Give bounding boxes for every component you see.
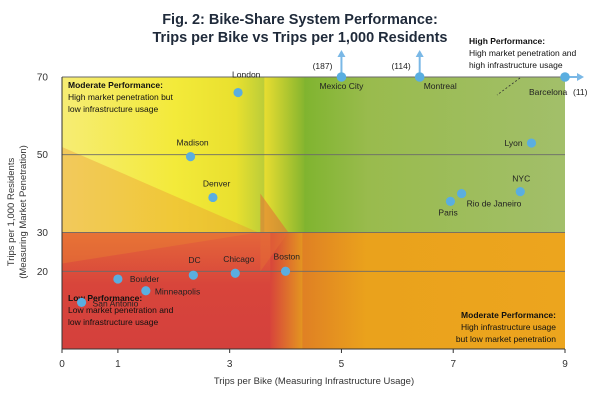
offscale-arrow-head xyxy=(577,73,584,81)
zone-top-right-label-line: High market penetration and xyxy=(469,48,577,58)
offscale-point-montreal: (114) Montreal xyxy=(391,50,457,91)
zone-left-blend xyxy=(62,146,259,264)
point-label-boston: Boston xyxy=(274,251,301,261)
point-label-dc: DC xyxy=(188,255,200,265)
y-axis-label: Trips per 1,000 Residents xyxy=(6,158,17,267)
point-label-minneapolis: Minneapolis xyxy=(155,287,200,297)
zone-top-left-label-line: High market penetration but xyxy=(68,92,174,102)
point-label-boulder: Boulder xyxy=(130,274,159,284)
offscale-marker-dot xyxy=(560,72,570,82)
x-tick-label: 3 xyxy=(227,359,233,370)
offscale-value: (11) xyxy=(573,87,588,97)
point-marker-rio-de-janeiro xyxy=(457,188,467,199)
offscale-marker-dot xyxy=(336,72,347,82)
point-madison: Madison xyxy=(177,138,209,162)
zone-bottom-transition-fill xyxy=(270,232,303,349)
point-london: London xyxy=(232,70,261,98)
zone-bottom-right-label-line: but low market penetration xyxy=(456,334,556,344)
point-marker-madison xyxy=(185,152,196,162)
offscale-arrow-head xyxy=(415,50,424,57)
x-tick-label: 0 xyxy=(59,359,65,370)
y-tick-label: 50 xyxy=(37,150,49,161)
zone-top-right-label-title: High Performance: xyxy=(469,36,545,46)
point-label-san-antonio: San Antonio xyxy=(93,298,139,308)
zone-top-left-label-line: low infrastructure usage xyxy=(68,104,159,114)
point-marker-london xyxy=(233,87,243,98)
point-label-nyc: NYC xyxy=(512,174,530,184)
point-label-paris: Paris xyxy=(438,207,457,217)
zone-bottom-left-label-title: Low Performance: xyxy=(68,293,142,303)
zone-bottom-right-label-line: High infrastructure usage xyxy=(461,322,556,332)
point-san-antonio: San Antonio xyxy=(76,297,139,308)
zone-top-right-label-line: high infrastructure usage xyxy=(469,60,563,70)
offscale-value: (187) xyxy=(313,61,333,71)
x-axis-label: Trips per Bike (Measuring Infrastructure… xyxy=(214,376,414,387)
offscale-point-mexico-city: (187) Mexico City xyxy=(313,50,364,91)
point-marker-boulder xyxy=(113,274,123,284)
zone-bottom-right-fill xyxy=(300,232,565,349)
performance-zones: Moderate Performance: High market penetra… xyxy=(68,36,577,344)
point-marker-lyon xyxy=(526,138,537,148)
x-tick-label: 5 xyxy=(339,359,345,370)
point-marker-dc xyxy=(188,270,198,280)
point-marker-nyc xyxy=(515,187,525,197)
point-label-madison: Madison xyxy=(177,138,209,148)
data-points: London Madison Denver Lyon NYC Rio de Janeiro… xyxy=(76,70,537,308)
offscale-marker-dot xyxy=(414,72,425,82)
point-marker-san-antonio xyxy=(76,297,87,307)
zone-bottom-left-label-line: low infrastructure usage xyxy=(68,317,159,327)
zone-bottom-right-label: Moderate Performance: High infrastructure… xyxy=(456,310,556,344)
zone-bottom-left-fill xyxy=(62,232,273,349)
zone-top-right-label: High Performance: High market penetration… xyxy=(469,36,577,70)
point-label-rio-de-janeiro: Rio de Janeiro xyxy=(467,199,522,209)
zone-top-left-label: Moderate Performance: High market penetra… xyxy=(68,80,174,114)
x-tick-label: 7 xyxy=(450,359,456,370)
zone-bottom-right-label-title: Moderate Performance: xyxy=(461,310,556,320)
point-marker-chicago xyxy=(230,268,240,278)
high-performance-leader xyxy=(496,77,521,96)
y-tick-label: 30 xyxy=(37,228,49,239)
point-nyc: NYC xyxy=(512,174,530,197)
zone-bottom-left-label: Low Performance: Low market penetration a… xyxy=(68,293,174,327)
y-tick-label: 20 xyxy=(37,267,49,278)
offscale-arrow-head xyxy=(337,50,346,57)
axes: 0 1 3 5 7 9 20 30 50 70 xyxy=(37,73,568,371)
point-marker-denver xyxy=(208,192,218,203)
offscale-value: (114) xyxy=(391,61,410,71)
point-minneapolis: Minneapolis xyxy=(141,286,200,297)
point-label-london: London xyxy=(232,70,261,80)
offscale-city-label: Montreal xyxy=(424,81,457,91)
zone-top-left-label-title: Moderate Performance: xyxy=(68,80,163,90)
point-chicago: Chicago xyxy=(223,254,255,278)
point-label-chicago: Chicago xyxy=(223,254,254,264)
plot-background xyxy=(62,77,565,349)
y-axis-label-sub: (Measuring Market Penetration) xyxy=(18,145,29,279)
point-denver: Denver xyxy=(203,178,231,203)
grid-lines xyxy=(62,76,565,272)
offscale-city-label: Barcelona xyxy=(529,87,568,97)
y-tick-label: 70 xyxy=(37,73,49,84)
point-label-denver: Denver xyxy=(203,178,231,188)
x-tick-label: 9 xyxy=(562,359,568,370)
chart-title-line-1: Fig. 2: Bike-Share System Performance: xyxy=(162,12,438,28)
point-marker-paris xyxy=(445,196,456,206)
point-rio-de-janeiro: Rio de Janeiro xyxy=(457,188,522,209)
point-boston: Boston xyxy=(274,251,301,276)
point-label-lyon: Lyon xyxy=(504,138,522,148)
offscale-markers: (187) Mexico City (114) Montreal (11) Barcelo… xyxy=(313,50,588,97)
offscale-point-barcelona: (11) Barcelona xyxy=(529,72,588,97)
point-boulder: Boulder xyxy=(113,274,159,284)
chart-title: Fig. 2: Bike-Share System Performance: T… xyxy=(153,12,448,46)
offscale-city-label: Mexico City xyxy=(319,81,364,91)
point-paris: Paris xyxy=(438,196,458,217)
zone-bottom-left-label-line: Low market penetration and xyxy=(68,305,174,315)
chart-title-line-2: Trips per Bike vs Trips per 1,000 Reside… xyxy=(153,30,448,46)
x-tick-label: 1 xyxy=(115,359,121,370)
point-marker-minneapolis xyxy=(141,286,151,296)
point-lyon: Lyon xyxy=(504,138,537,148)
point-dc: DC xyxy=(188,255,201,280)
point-marker-boston xyxy=(280,266,291,276)
